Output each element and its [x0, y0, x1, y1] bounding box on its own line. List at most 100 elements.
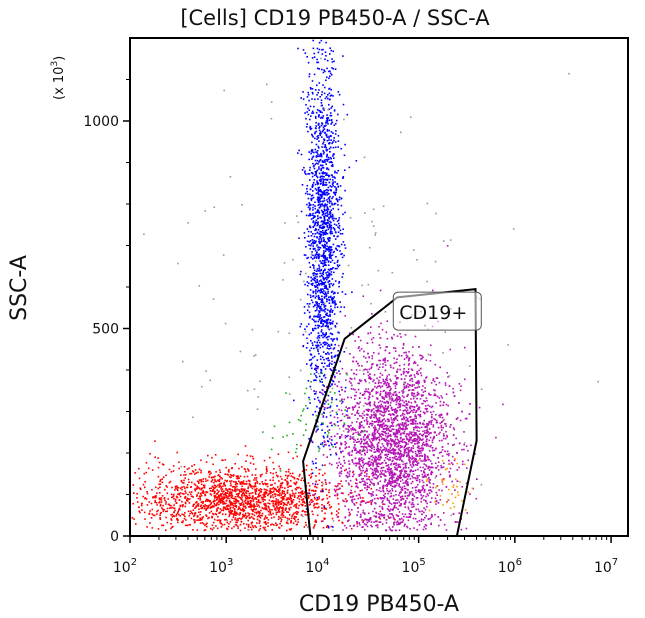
data-point [330, 157, 332, 160]
data-point [363, 350, 365, 353]
data-point [154, 499, 156, 502]
data-point [318, 211, 320, 213]
data-point [241, 496, 243, 498]
data-point [266, 469, 268, 471]
data-point [401, 479, 404, 481]
data-point [359, 401, 361, 404]
data-point [225, 518, 227, 521]
data-point [348, 473, 351, 475]
data-point [335, 247, 337, 250]
data-point [430, 423, 432, 425]
data-point [332, 380, 335, 383]
data-point [332, 132, 334, 134]
data-point [322, 292, 324, 295]
data-point [361, 526, 363, 528]
data-point [255, 477, 258, 479]
data-point [288, 528, 291, 531]
data-point [324, 70, 326, 73]
data-point [403, 363, 406, 366]
data-point [316, 273, 319, 275]
data-point [319, 132, 321, 135]
data-point [191, 511, 193, 514]
data-point [323, 184, 326, 186]
data-point [318, 334, 321, 337]
data-point [365, 388, 367, 390]
data-point [399, 399, 402, 401]
data-point [373, 448, 376, 451]
data-point [379, 423, 382, 426]
data-point [327, 237, 329, 240]
data-point [324, 321, 326, 324]
data-point [412, 477, 414, 479]
data-point [287, 451, 290, 454]
data-point [307, 113, 310, 116]
data-point [371, 459, 373, 461]
data-point [313, 257, 316, 259]
data-point [254, 490, 257, 492]
data-point [322, 366, 325, 368]
data-point [321, 161, 324, 163]
data-point [412, 445, 415, 447]
data-point [447, 376, 449, 378]
data-point [196, 494, 198, 496]
data-point [361, 450, 363, 453]
data-point [216, 489, 218, 491]
data-point [347, 493, 350, 496]
data-point [424, 456, 426, 459]
data-point [331, 142, 333, 145]
data-point [416, 455, 418, 457]
data-point [410, 482, 413, 485]
data-point [346, 410, 348, 412]
data-point [337, 350, 339, 352]
data-point [250, 516, 253, 518]
data-point [363, 528, 366, 531]
data-point [340, 197, 343, 200]
data-point [427, 404, 429, 407]
data-point [316, 135, 319, 138]
data-point [333, 443, 336, 446]
data-point [259, 475, 262, 478]
data-point [327, 186, 330, 189]
data-point [205, 523, 207, 526]
data-point [323, 222, 325, 225]
data-point [189, 510, 192, 512]
data-point [186, 468, 189, 470]
data-point [397, 440, 400, 442]
data-point [210, 506, 213, 509]
data-point [414, 401, 417, 404]
data-point [307, 380, 310, 382]
data-point [327, 357, 329, 359]
data-point [336, 421, 339, 423]
data-point [149, 453, 151, 455]
data-point [407, 483, 409, 486]
data-point [278, 526, 280, 529]
data-point [292, 457, 294, 460]
data-point [270, 490, 272, 493]
data-point [323, 204, 326, 207]
data-point [297, 511, 299, 514]
data-point [310, 358, 313, 361]
data-point [317, 270, 319, 272]
data-point [225, 496, 227, 499]
data-point [349, 525, 351, 527]
data-point [326, 336, 329, 338]
data-point [318, 82, 321, 84]
data-point [278, 501, 280, 504]
data-point [309, 266, 312, 268]
data-point [202, 490, 205, 492]
data-point [330, 186, 333, 188]
data-point [333, 176, 336, 178]
data-point [313, 506, 316, 509]
data-point [286, 497, 288, 500]
data-point [441, 439, 443, 442]
data-point [332, 309, 334, 312]
data-point [314, 524, 316, 526]
data-point [234, 481, 237, 483]
data-point [245, 498, 247, 500]
data-point [332, 95, 334, 97]
data-point [316, 301, 318, 304]
data-point [373, 430, 376, 432]
data-point [320, 317, 323, 319]
data-point [423, 507, 425, 509]
data-point [402, 432, 404, 434]
